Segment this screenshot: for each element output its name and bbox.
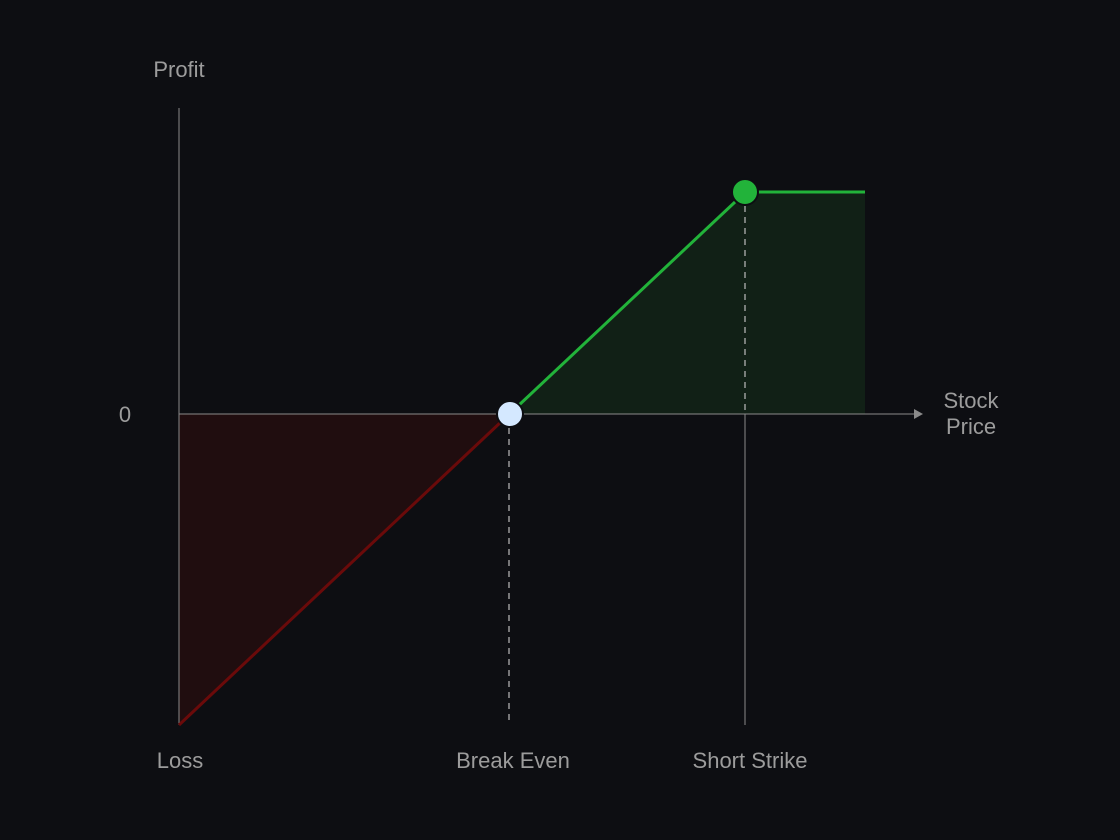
zero-label: 0 — [118, 402, 132, 427]
break-even-label: Break Even — [456, 748, 570, 773]
x-axis-label-line1: Stock — [943, 388, 999, 413]
break-even-marker — [496, 400, 524, 428]
x-axis-label-line2: Price — [945, 414, 997, 439]
x-axis-label: Stock Price — [943, 388, 998, 440]
y-axis-label: Profit — [153, 57, 205, 82]
loss-label: Loss — [156, 748, 204, 773]
short-strike-label: Short Strike — [692, 748, 808, 773]
profit-area — [510, 192, 865, 414]
profit-line — [516, 200, 737, 408]
x-axis-arrow-icon — [914, 409, 923, 419]
loss-line — [177, 419, 504, 727]
short-strike-marker — [731, 178, 759, 206]
